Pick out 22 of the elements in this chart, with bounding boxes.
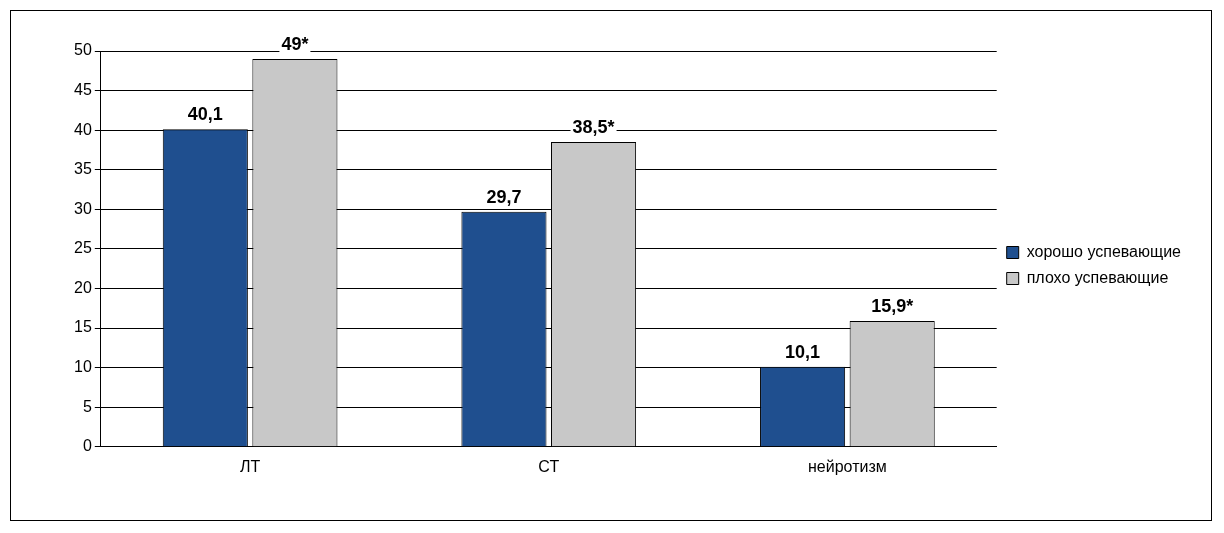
y-tick-label: 40 <box>74 120 92 138</box>
data-label: 40,1 <box>187 104 223 125</box>
data-label: 15,9* <box>871 295 914 316</box>
legend-label: плохо успевающие <box>1026 268 1169 286</box>
x-tick-label: ЛТ <box>239 457 261 475</box>
y-tick-label: 25 <box>74 239 92 257</box>
y-tick-label: 5 <box>82 397 92 415</box>
data-label: 49* <box>281 33 309 54</box>
y-tick-label: 50 <box>74 41 92 59</box>
data-label: 29,7 <box>486 186 522 207</box>
y-tick-label: 45 <box>74 80 92 98</box>
y-tick-label: 20 <box>74 278 92 296</box>
data-label: 10,1 <box>785 341 821 362</box>
legend-label: хорошо успевающие <box>1026 242 1182 260</box>
y-tick-label: 15 <box>74 318 92 336</box>
y-tick-label: 35 <box>74 160 92 178</box>
y-tick-label: 10 <box>74 358 92 376</box>
x-tick-label: нейротизм <box>808 457 887 475</box>
y-tick-label: 0 <box>82 437 92 455</box>
y-tick-label: 30 <box>74 199 92 217</box>
x-tick-label: СТ <box>538 457 560 475</box>
data-label: 38,5* <box>572 117 615 137</box>
